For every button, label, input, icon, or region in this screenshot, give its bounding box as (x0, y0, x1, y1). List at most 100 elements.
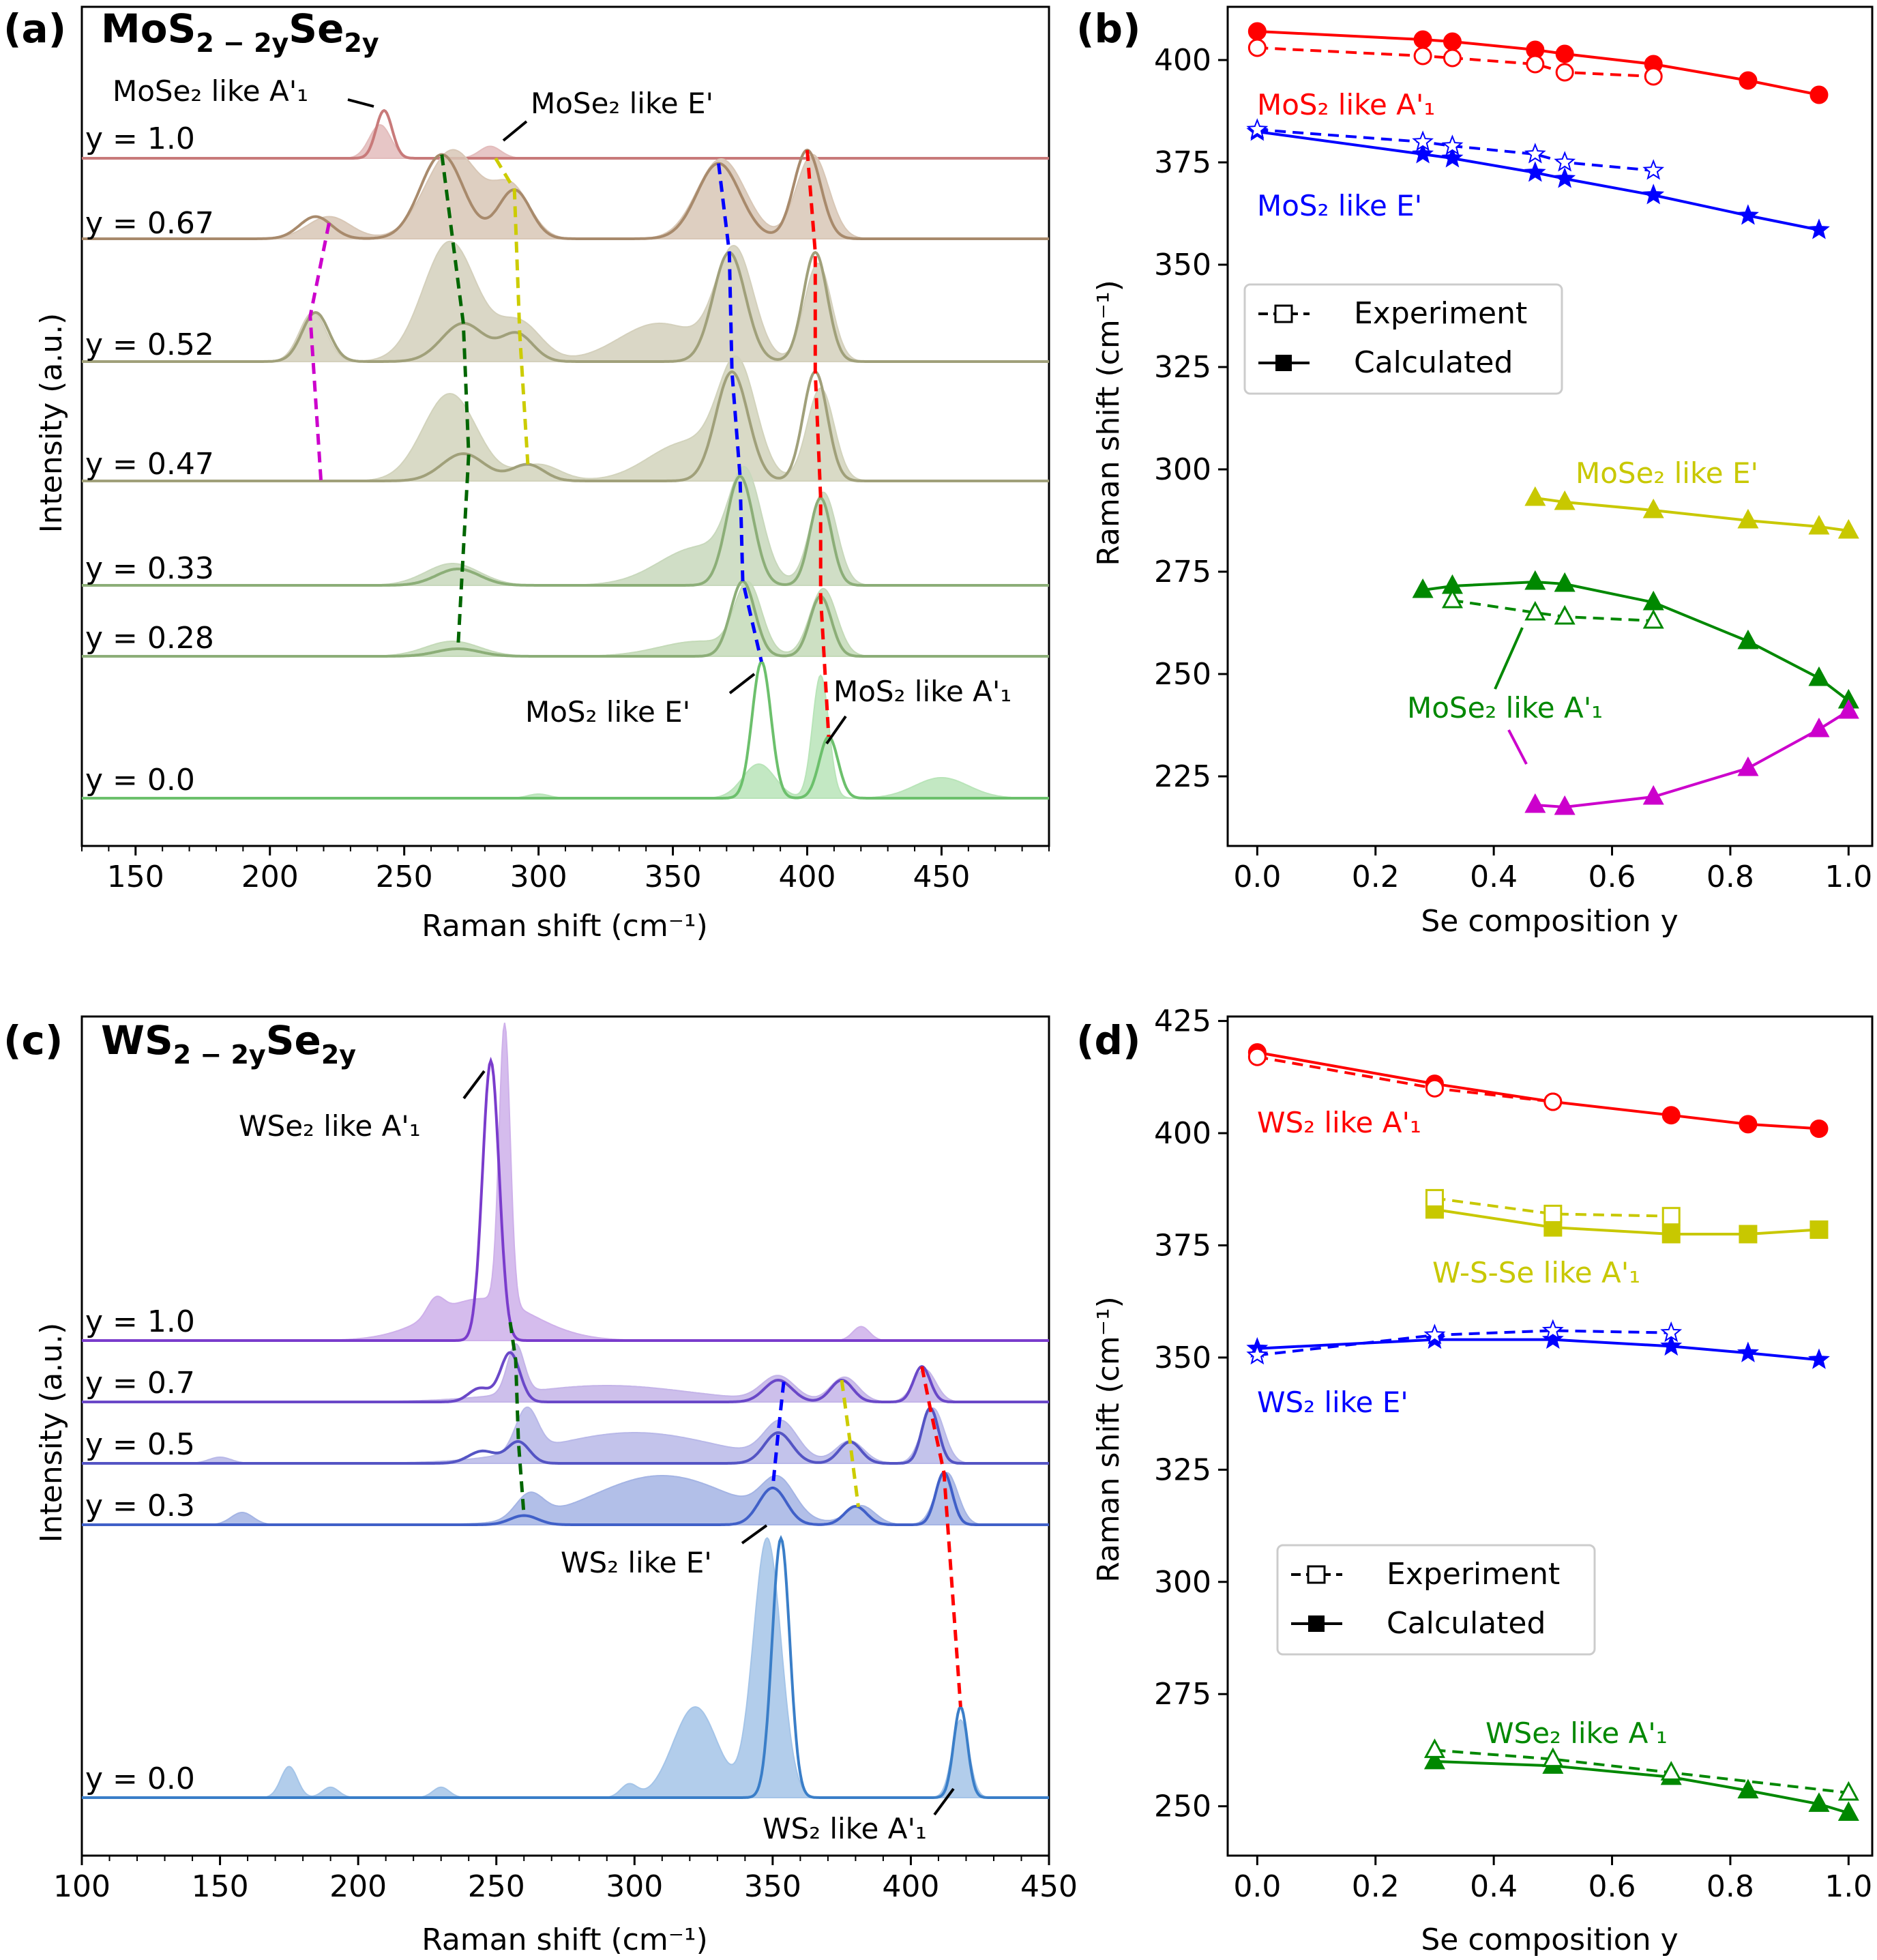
data-point (1423, 1738, 1445, 1758)
y-tick-label: 400 (1154, 1116, 1211, 1151)
panel-b-plot: 0.0 0.2 0.4 0.6 0.8 1.0 225 250 275 300 325 350 375 4… (1154, 5, 1874, 894)
data-point (1642, 785, 1664, 805)
spectrum-label: y = 0.0 (85, 763, 195, 798)
annotation-arrow (1507, 729, 1528, 765)
legend-experiment-label: Experiment (1354, 296, 1527, 331)
label-mose2-e: MoSe₂ like E' (1576, 456, 1758, 490)
data-point (1554, 604, 1576, 625)
panel-b-xlabel: Se composition y (1421, 904, 1678, 939)
panel-a-ylabel: Intensity (a.u.) (34, 313, 69, 533)
data-point (1739, 1115, 1758, 1134)
panel-c-title-sub2: 2y (321, 1040, 356, 1070)
label-wse2-a1: WSe₂ like A'₁ (1486, 1716, 1668, 1750)
spectrum-line (82, 660, 1049, 800)
x-tick-label: 100 (53, 1869, 110, 1904)
x-tick-label: 400 (779, 860, 836, 894)
data-point (1555, 63, 1574, 82)
panel-d-legend: Experiment Calculated (1276, 1544, 1596, 1656)
y-tick-label: 300 (1154, 452, 1211, 487)
x-tick-label: 200 (329, 1869, 387, 1904)
y-tick-label: 400 (1154, 43, 1211, 78)
spectrum-line (82, 108, 1049, 160)
data-point (1737, 756, 1759, 776)
spectrum-label: y = 0.7 (85, 1366, 195, 1401)
data-point (1808, 218, 1830, 239)
panel-c-plot: 100 150 200 250 300 350 400 450 y = 1.0 y = 0.7 y … (53, 1015, 1078, 1904)
data-point (1837, 699, 1859, 719)
x-tick-label: 0.8 (1706, 1869, 1754, 1904)
x-tick-label: 250 (376, 860, 433, 894)
legend-calculated-marker (1308, 1615, 1325, 1632)
y-tick-label: 250 (1154, 657, 1211, 692)
plot-frame (80, 1015, 1050, 1857)
data-point (1642, 184, 1665, 205)
label-ws2-a1: WS₂ like A'₁ (1257, 1106, 1421, 1139)
data-point (1737, 508, 1759, 529)
spectrum-fill (82, 1472, 1049, 1525)
panel-c-ylabel: Intensity (a.u.) (34, 1323, 69, 1543)
peak-track (920, 1366, 962, 1708)
data-point (1247, 22, 1267, 41)
data-point (1412, 143, 1434, 164)
spectrum-label: y = 0.67 (85, 206, 214, 241)
data-point (1837, 1781, 1859, 1801)
panel-c-annotations: WSe₂ like A'₁ WS₂ like E' WS₂ like A'₁ (239, 1070, 955, 1845)
x-tick-label: 0.0 (1233, 860, 1281, 894)
data-point (1441, 588, 1463, 609)
x-tick-label: 250 (468, 1869, 525, 1904)
peak-track (508, 1321, 526, 1516)
series-line-experiment (1257, 128, 1654, 172)
annotation-arrow (728, 673, 756, 694)
data-point (1837, 518, 1859, 539)
spectrum-line (82, 474, 1049, 587)
legend-calculated-label: Calculated (1387, 1606, 1546, 1641)
annotation-arrow (462, 1070, 486, 1100)
y-tick-label: 300 (1154, 1565, 1211, 1600)
legend-experiment-marker (1274, 304, 1293, 323)
panel-c-title-sub1: 2 − 2y (173, 1040, 266, 1070)
y-tick-label: 325 (1154, 350, 1211, 385)
y-tick-label: 275 (1154, 555, 1211, 589)
data-point (1555, 44, 1574, 63)
peak-track (308, 222, 331, 482)
panel-d-xlabel: Se composition y (1421, 1922, 1678, 1957)
annotation-wse2-a1: WSe₂ like A'₁ (239, 1109, 421, 1143)
x-tick-label: 0.4 (1470, 860, 1518, 894)
spectrum-line (82, 250, 1049, 363)
panel-c-xlabel: Raman shift (cm⁻¹) (422, 1922, 708, 1957)
panel-d-plot: 0.0 0.2 0.4 0.6 0.8 1.0 250 275 300 325 350 375 400 4… (1154, 1004, 1874, 1904)
data-point (1739, 1225, 1758, 1244)
data-point (1412, 578, 1434, 598)
data-point (1554, 151, 1576, 172)
x-tick-label: 0.0 (1233, 1869, 1281, 1904)
spectrum-label: y = 0.0 (85, 1761, 195, 1796)
series-line-calculated (1256, 1051, 1820, 1130)
spectrum-label: y = 0.33 (85, 551, 214, 586)
x-tick-label: 0.2 (1352, 1869, 1400, 1904)
x-tick-label: 1.0 (1824, 1869, 1872, 1904)
spectrum-label: y = 0.3 (85, 1489, 195, 1523)
data-point (1524, 143, 1546, 164)
x-tick-label: 200 (241, 860, 299, 894)
data-point (1808, 717, 1830, 737)
peak-track (840, 1379, 860, 1508)
peak-track (806, 149, 831, 737)
y-tick-label: 225 (1154, 759, 1211, 794)
y-tick-label: 425 (1154, 1004, 1211, 1039)
data-point (1808, 666, 1830, 686)
spectrum-line (82, 1406, 1049, 1465)
panel-a-plot: 150 200 250 300 350 400 450 y = 1.0 y = 0.67 y = … (80, 5, 1050, 894)
data-point (1441, 147, 1464, 168)
y-tick-label: 375 (1154, 145, 1211, 180)
x-tick-label: 0.4 (1470, 1869, 1518, 1904)
panel-a-letter: (a) (3, 5, 66, 52)
data-point (1660, 1321, 1683, 1343)
annotation-ws2-a1: WS₂ like A'₁ (763, 1812, 927, 1845)
data-point (1413, 30, 1432, 49)
x-tick-label: 300 (606, 1869, 663, 1904)
spectrum-label: y = 0.52 (85, 327, 214, 362)
panel-a-title-main: MoS (101, 5, 196, 52)
data-point (1443, 48, 1462, 68)
data-point (1443, 32, 1462, 51)
